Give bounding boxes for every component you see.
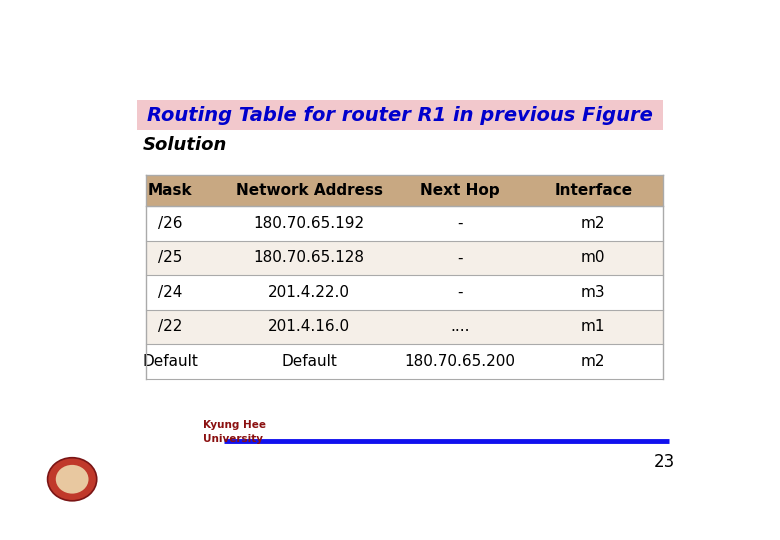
Text: 201.4.22.0: 201.4.22.0 (268, 285, 350, 300)
Text: /25: /25 (158, 251, 183, 266)
FancyBboxPatch shape (136, 100, 663, 130)
Circle shape (56, 465, 89, 494)
Text: /22: /22 (158, 320, 183, 334)
Text: Kyung Hee
University: Kyung Hee University (204, 420, 266, 443)
FancyBboxPatch shape (146, 310, 663, 344)
Text: m0: m0 (581, 251, 605, 266)
FancyBboxPatch shape (146, 344, 663, 379)
FancyBboxPatch shape (146, 275, 663, 310)
Text: -: - (457, 216, 463, 231)
Text: m3: m3 (581, 285, 605, 300)
Text: Routing Table for router R1 in previous Figure: Routing Table for router R1 in previous … (147, 106, 653, 125)
Text: Default: Default (281, 354, 337, 369)
Text: Network Address: Network Address (236, 183, 382, 198)
Text: m2: m2 (581, 354, 605, 369)
Text: Next Hop: Next Hop (420, 183, 500, 198)
Text: m2: m2 (581, 216, 605, 231)
Text: m1: m1 (581, 320, 605, 334)
Text: -: - (457, 285, 463, 300)
FancyBboxPatch shape (146, 241, 663, 275)
Text: ....: .... (451, 320, 470, 334)
Text: Mask: Mask (147, 183, 193, 198)
Text: -: - (457, 251, 463, 266)
FancyBboxPatch shape (146, 175, 663, 206)
Text: 23: 23 (654, 453, 675, 471)
Text: Interface: Interface (554, 183, 633, 198)
Text: Default: Default (142, 354, 198, 369)
Text: /24: /24 (158, 285, 183, 300)
Text: 201.4.16.0: 201.4.16.0 (268, 320, 350, 334)
Text: 180.70.65.192: 180.70.65.192 (254, 216, 364, 231)
Text: 180.70.65.200: 180.70.65.200 (405, 354, 516, 369)
Text: 180.70.65.128: 180.70.65.128 (254, 251, 364, 266)
Circle shape (48, 458, 97, 501)
FancyBboxPatch shape (146, 206, 663, 241)
Text: /26: /26 (158, 216, 183, 231)
Text: Solution: Solution (143, 136, 227, 154)
